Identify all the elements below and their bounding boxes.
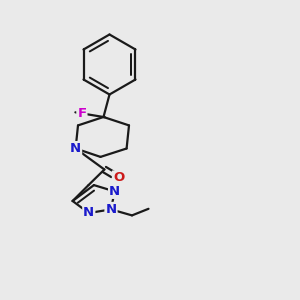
Text: N: N <box>109 185 120 198</box>
Text: N: N <box>83 206 94 220</box>
Text: N: N <box>105 203 117 216</box>
Text: N: N <box>70 142 81 155</box>
Text: F: F <box>77 107 86 120</box>
Text: O: O <box>113 171 124 184</box>
